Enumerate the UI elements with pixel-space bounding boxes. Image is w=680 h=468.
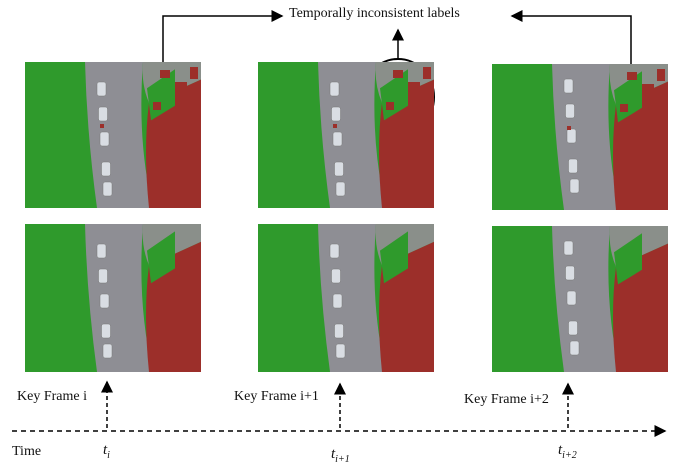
time-mark-1: ti (103, 442, 110, 461)
noisy-label-patch (620, 104, 628, 112)
car-mark (336, 344, 345, 358)
car-mark (567, 291, 576, 305)
noisy-label-patch (642, 84, 654, 94)
car-mark (332, 269, 341, 283)
key-frame-label-1: Key Frame i (17, 389, 87, 405)
car-mark (99, 269, 108, 283)
noisy-label-patch (657, 69, 665, 81)
noisy-label-patch (160, 70, 170, 78)
arrow-left-to-title (163, 16, 282, 64)
key-frame-label-2: Key Frame i+1 (234, 389, 319, 405)
car-mark (335, 162, 344, 176)
segmentation-frame-bottom-2 (258, 224, 434, 372)
noisy-label-patch (627, 72, 637, 80)
noisy-label-patch (100, 124, 104, 128)
noisy-label-patch (423, 67, 431, 79)
segmentation-frame-top-3 (492, 64, 668, 210)
car-mark (333, 294, 342, 308)
car-mark (100, 294, 109, 308)
car-mark (103, 182, 112, 196)
car-mark (335, 324, 344, 338)
car-mark (102, 162, 111, 176)
noisy-label-patch (175, 82, 187, 92)
car-mark (97, 244, 106, 258)
car-mark (102, 324, 111, 338)
noisy-label-patch (408, 82, 420, 92)
time-axis-label: Time (12, 444, 41, 460)
car-mark (336, 182, 345, 196)
annotation-title: Temporally inconsistent labels (289, 6, 460, 22)
car-mark (97, 82, 106, 96)
car-mark (103, 344, 112, 358)
noisy-label-patch (386, 102, 394, 110)
car-mark (570, 179, 579, 193)
time-mark-2: ti+1 (331, 446, 350, 465)
time-mark-3: ti+2 (558, 442, 577, 461)
car-mark (564, 241, 573, 255)
car-mark (100, 132, 109, 146)
car-mark (332, 107, 341, 121)
key-frame-label-3: Key Frame i+2 (464, 392, 549, 408)
car-mark (330, 244, 339, 258)
segmentation-frame-top-2 (258, 62, 434, 208)
car-mark (566, 104, 575, 118)
car-mark (570, 341, 579, 355)
segmentation-frame-bottom-1 (25, 224, 201, 372)
noisy-label-patch (567, 126, 571, 130)
car-mark (333, 132, 342, 146)
car-mark (569, 321, 578, 335)
car-mark (567, 129, 576, 143)
noisy-label-patch (190, 67, 198, 79)
noisy-label-patch (333, 124, 337, 128)
car-mark (566, 266, 575, 280)
car-mark (569, 159, 578, 173)
segmentation-frame-bottom-3 (492, 226, 668, 372)
car-mark (564, 79, 573, 93)
car-mark (330, 82, 339, 96)
noisy-label-patch (393, 70, 403, 78)
segmentation-frame-top-1 (25, 62, 201, 208)
noisy-label-patch (153, 102, 161, 110)
car-mark (99, 107, 108, 121)
